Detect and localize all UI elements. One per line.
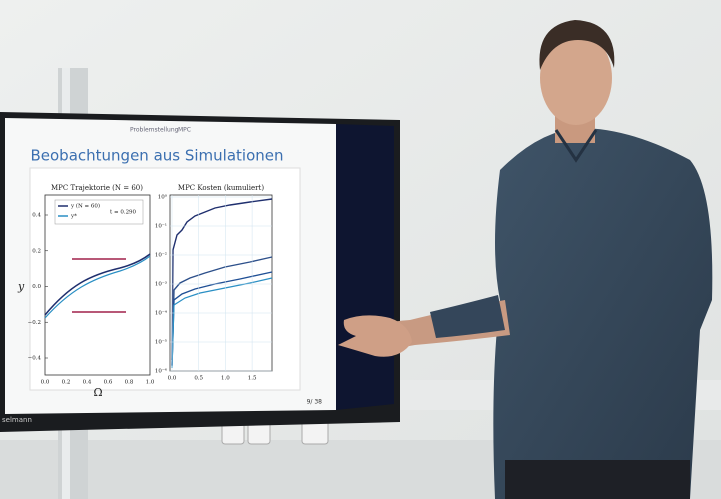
- y-tick-label: 10⁰: [158, 194, 168, 201]
- y-tick-label: 10⁻⁵: [155, 339, 167, 346]
- trousers: [505, 460, 690, 499]
- page-number: 9/ 38: [307, 399, 323, 406]
- x-tick-label: 0.6: [104, 380, 113, 386]
- x-tick-label: 1.0: [146, 380, 155, 386]
- y-tick-label: −0.2: [28, 320, 41, 326]
- annotation: t = 0.290: [110, 210, 137, 216]
- y-tick-label: −0.4: [28, 356, 42, 362]
- footer-author: selmann: [2, 416, 32, 424]
- y-tick-label: 10⁻²: [155, 252, 167, 259]
- screen-dark-area: [336, 124, 394, 410]
- x-tick-label: 1.5: [248, 376, 257, 382]
- x-tick-label: 0.0: [168, 376, 177, 382]
- plot-title: MPC Trajektorie (N = 60): [51, 184, 143, 192]
- y-tick-label: 10⁻³: [155, 281, 167, 288]
- shirt: [493, 128, 712, 499]
- legend-label: y*: [70, 214, 77, 220]
- y-tick-label: 10⁻⁴: [155, 310, 168, 317]
- x-tick-label: 0.2: [62, 380, 71, 386]
- x-axis-label: Ω: [93, 386, 102, 399]
- y-axis-label: y: [17, 280, 25, 293]
- plot-title: MPC Kosten (kumuliert): [178, 184, 264, 192]
- page: {"slide": {"breadcrumb": ["Problemstellu…: [0, 0, 721, 499]
- x-tick-label: 1.0: [221, 376, 230, 382]
- x-tick-label: 0.5: [194, 376, 203, 382]
- y-tick-label: 10⁻⁶: [155, 368, 168, 375]
- legend-label: y (N = 60): [70, 203, 100, 210]
- y-tick-label: 0.2: [32, 248, 41, 254]
- x-tick-label: 0.0: [41, 380, 50, 386]
- x-tick-label: 0.4: [83, 380, 92, 386]
- y-tick-label: 0.4: [32, 213, 41, 219]
- x-tick-label: 0.8: [125, 380, 134, 386]
- slide-title: Beobachtungen aus Simulationen: [30, 147, 283, 165]
- scene: Problemstellung MPC Beobachtungen aus Si…: [0, 0, 721, 499]
- breadcrumb: MPC: [178, 127, 191, 134]
- y-tick-label: 10⁻¹: [155, 223, 167, 230]
- breadcrumb: Problemstellung: [130, 127, 179, 134]
- y-tick-label: 0.0: [32, 284, 41, 290]
